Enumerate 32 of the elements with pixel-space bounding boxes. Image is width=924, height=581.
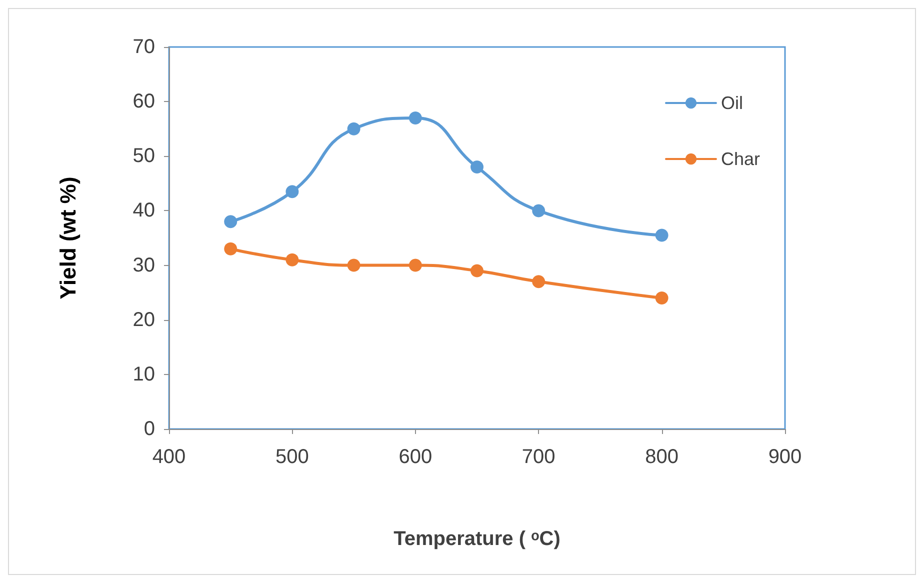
y-tick-label: 10	[132, 363, 155, 386]
y-tick-label: 50	[132, 145, 155, 168]
x-tick-label: 800	[645, 446, 678, 468]
point	[655, 292, 668, 305]
x-tick-label: 700	[522, 446, 556, 468]
point	[408, 111, 422, 124]
point	[470, 264, 484, 278]
point	[532, 204, 546, 218]
point	[532, 275, 546, 288]
point	[347, 258, 360, 272]
y-tick-label: 30	[132, 254, 155, 276]
y-tick-label: 0	[144, 418, 155, 440]
x-tick-label: 900	[768, 446, 802, 468]
y-tick-label: 70	[132, 36, 155, 58]
x-axis-title: Temperature ( ᵒC)	[394, 528, 560, 550]
y-axis-title: Yield (wt %)	[56, 176, 80, 300]
legend-label: Oil	[720, 93, 743, 113]
x-tick-label: 600	[398, 446, 432, 468]
point	[224, 242, 238, 256]
point	[408, 258, 422, 272]
x-tick-label: 500	[276, 446, 309, 468]
point	[347, 122, 360, 136]
point	[286, 253, 299, 266]
y-tick-label: 20	[132, 308, 155, 331]
point	[286, 185, 299, 198]
point	[224, 215, 238, 228]
legend-label: Char	[720, 149, 760, 169]
point	[470, 160, 484, 174]
x-tick-label: 400	[152, 446, 186, 468]
y-tick-label: 40	[132, 200, 155, 222]
y-tick-label: 60	[132, 90, 155, 113]
point	[655, 228, 668, 242]
